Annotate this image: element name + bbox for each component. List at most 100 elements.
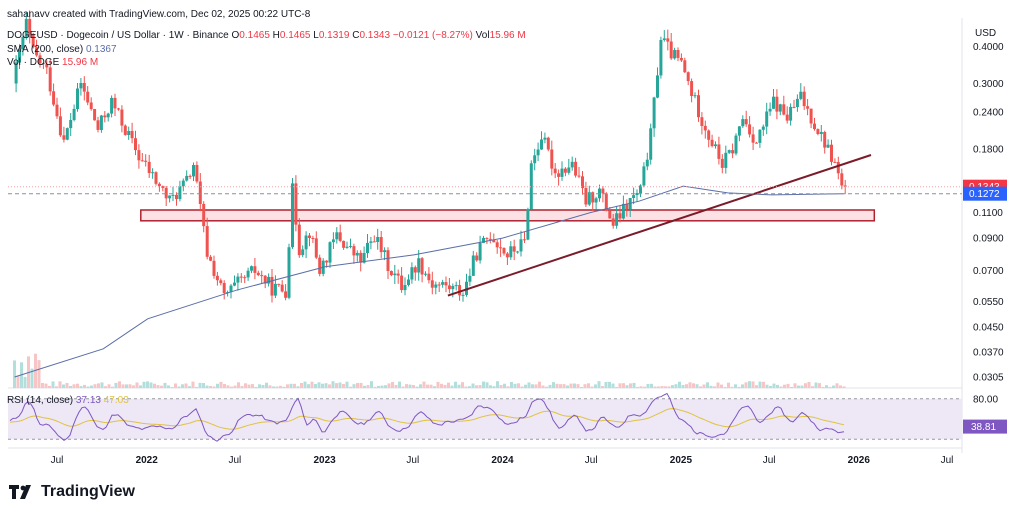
candle-body	[362, 253, 366, 263]
candle-body	[792, 106, 796, 108]
y-axis-tick-label: 0.0450	[973, 323, 1004, 334]
y-axis-tick-label: 0.0700	[973, 266, 1004, 277]
volume-bar	[114, 382, 118, 388]
candle-body	[113, 97, 117, 109]
volume-bar	[149, 382, 153, 388]
volume-bar	[625, 385, 629, 388]
volume-bar	[303, 381, 307, 388]
volume-bar	[601, 386, 604, 388]
volume-bar	[191, 381, 195, 388]
tradingview-logo[interactable]: TradingView	[9, 483, 135, 501]
candle-body	[621, 203, 625, 219]
candle-body	[461, 294, 465, 296]
volume-legend[interactable]: Vol · DOGE 15.96 M	[7, 57, 98, 68]
volume-bar	[394, 384, 398, 388]
volume-bar	[132, 385, 135, 388]
candle-body	[355, 252, 359, 256]
volume-bar	[296, 386, 300, 388]
candle-body	[434, 284, 438, 288]
volume-bar	[125, 384, 128, 388]
volume-bar	[804, 383, 807, 388]
volume-bar	[188, 386, 191, 388]
y-axis-tick-label: 0.0900	[973, 234, 1004, 245]
candle-body	[806, 106, 810, 109]
volume-bar	[608, 381, 611, 388]
volume-bar	[342, 384, 345, 388]
volume-bar	[692, 383, 695, 388]
volume-bar	[307, 384, 310, 388]
volume-bar	[265, 382, 268, 388]
volume-bar	[639, 386, 643, 388]
x-axis-tick-label: Jul	[585, 455, 598, 466]
candle-body	[755, 142, 758, 144]
candle-body	[202, 204, 206, 227]
candle-body	[574, 161, 578, 176]
volume-bar	[576, 384, 580, 388]
candle-body	[308, 235, 311, 238]
volume-bar	[716, 382, 720, 388]
candle-body	[782, 104, 786, 115]
symbol-legend[interactable]: DOGEUSD · Dogecoin / US Dollar · 1W · Bi…	[7, 30, 526, 41]
candle-body	[352, 246, 356, 256]
volume-bar	[86, 386, 90, 388]
volume-bar	[517, 383, 520, 388]
candle-body	[52, 91, 56, 105]
volume-bar	[268, 385, 272, 388]
rsi-legend[interactable]: RSI (14, close) 37.13 47.03	[7, 395, 129, 406]
candle-body	[710, 139, 714, 147]
volume-bar	[538, 381, 541, 388]
candle-body	[447, 285, 451, 290]
candle-body	[649, 128, 653, 160]
volume-bar	[503, 383, 506, 388]
candle-body	[140, 160, 144, 162]
volume-bar	[65, 383, 69, 388]
volume-bar	[573, 383, 576, 388]
candle-body	[659, 40, 663, 76]
candle-body	[802, 91, 806, 107]
candle-body	[693, 95, 697, 97]
ohlc-open: 0.1465	[239, 30, 270, 41]
volume-bar	[566, 385, 569, 388]
volume-bar	[69, 386, 72, 388]
volume-bar	[100, 382, 104, 388]
volume-bar	[41, 383, 44, 388]
ohlc-high-label: H	[272, 30, 280, 41]
candle-body	[14, 62, 18, 84]
volume-bar	[328, 384, 331, 388]
volume-bar	[433, 386, 436, 388]
candle-body	[458, 285, 462, 296]
candle-body	[826, 144, 830, 148]
volume-bar	[587, 383, 590, 388]
volume-bar	[237, 382, 240, 388]
y-axis-tick-label: 0.1800	[973, 145, 1004, 156]
volume-bar	[37, 360, 41, 388]
candle-body	[267, 276, 271, 284]
x-axis-tick-label: 2026	[848, 455, 871, 466]
candle-body	[707, 130, 711, 140]
candle-body	[836, 162, 840, 174]
candle-body	[127, 131, 131, 135]
candle-body	[666, 38, 670, 42]
volume-bar	[615, 386, 618, 388]
volume-bar	[667, 386, 671, 388]
volume-bar	[762, 381, 765, 388]
volume-bar	[177, 386, 181, 388]
volume-bar	[769, 386, 772, 388]
sma-legend[interactable]: SMA (200, close) 0.1367	[7, 44, 117, 55]
candle-body	[171, 194, 175, 196]
volume-bar	[331, 381, 335, 388]
volume-bar	[167, 385, 170, 388]
y-axis-tick-label: 0.4000	[973, 42, 1004, 53]
volume-bar	[184, 383, 188, 388]
candle-body	[519, 239, 523, 252]
candle-body	[714, 144, 717, 147]
candle-body	[639, 185, 642, 194]
volume-bar	[30, 368, 34, 388]
volume-bar	[594, 384, 597, 388]
volume-bar	[314, 384, 317, 388]
candle-body	[601, 188, 605, 194]
volume-bar	[338, 382, 342, 388]
volume-bar	[468, 386, 471, 388]
rsi-ma-value: 47.03	[103, 395, 129, 406]
